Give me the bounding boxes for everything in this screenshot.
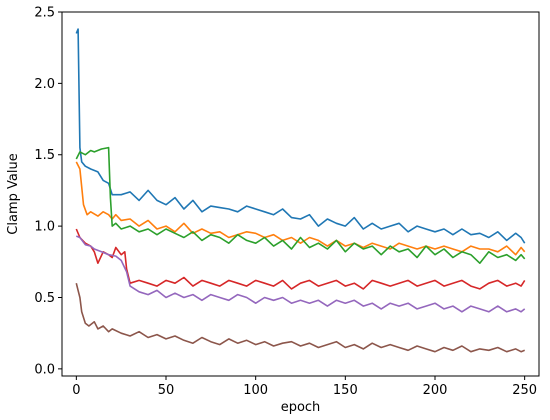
series-line-3 [75,146,526,265]
x-axis-label: epoch [281,400,321,415]
series-layer [75,28,526,353]
y-tick-label: 0.5 [34,291,55,306]
x-tick-label: 50 [158,383,175,398]
series-line-6 [75,283,525,353]
y-tick-label: 1.0 [34,220,55,235]
y-tick-label: 2.0 [34,77,55,92]
series-line-1 [75,28,526,244]
y-axis-ticks: 0.0 0.5 1.0 1.5 2.0 2.5 [34,6,62,377]
y-tick-label: 2.5 [34,6,55,21]
x-tick-label: 0 [72,383,80,398]
y-tick-label: 0.0 [34,362,55,377]
x-tick-label: 250 [512,383,537,398]
x-tick-label: 200 [423,383,448,398]
y-axis-label: Clamp Value [6,153,21,234]
x-axis-ticks: 0 50 100 150 200 250 [72,376,537,398]
series-line-4 [75,228,526,290]
y-tick-label: 1.5 [34,148,55,163]
plot-frame [61,11,540,377]
x-tick-label: 150 [333,383,358,398]
x-tick-label: 100 [243,383,268,398]
series-line-5 [76,235,526,313]
